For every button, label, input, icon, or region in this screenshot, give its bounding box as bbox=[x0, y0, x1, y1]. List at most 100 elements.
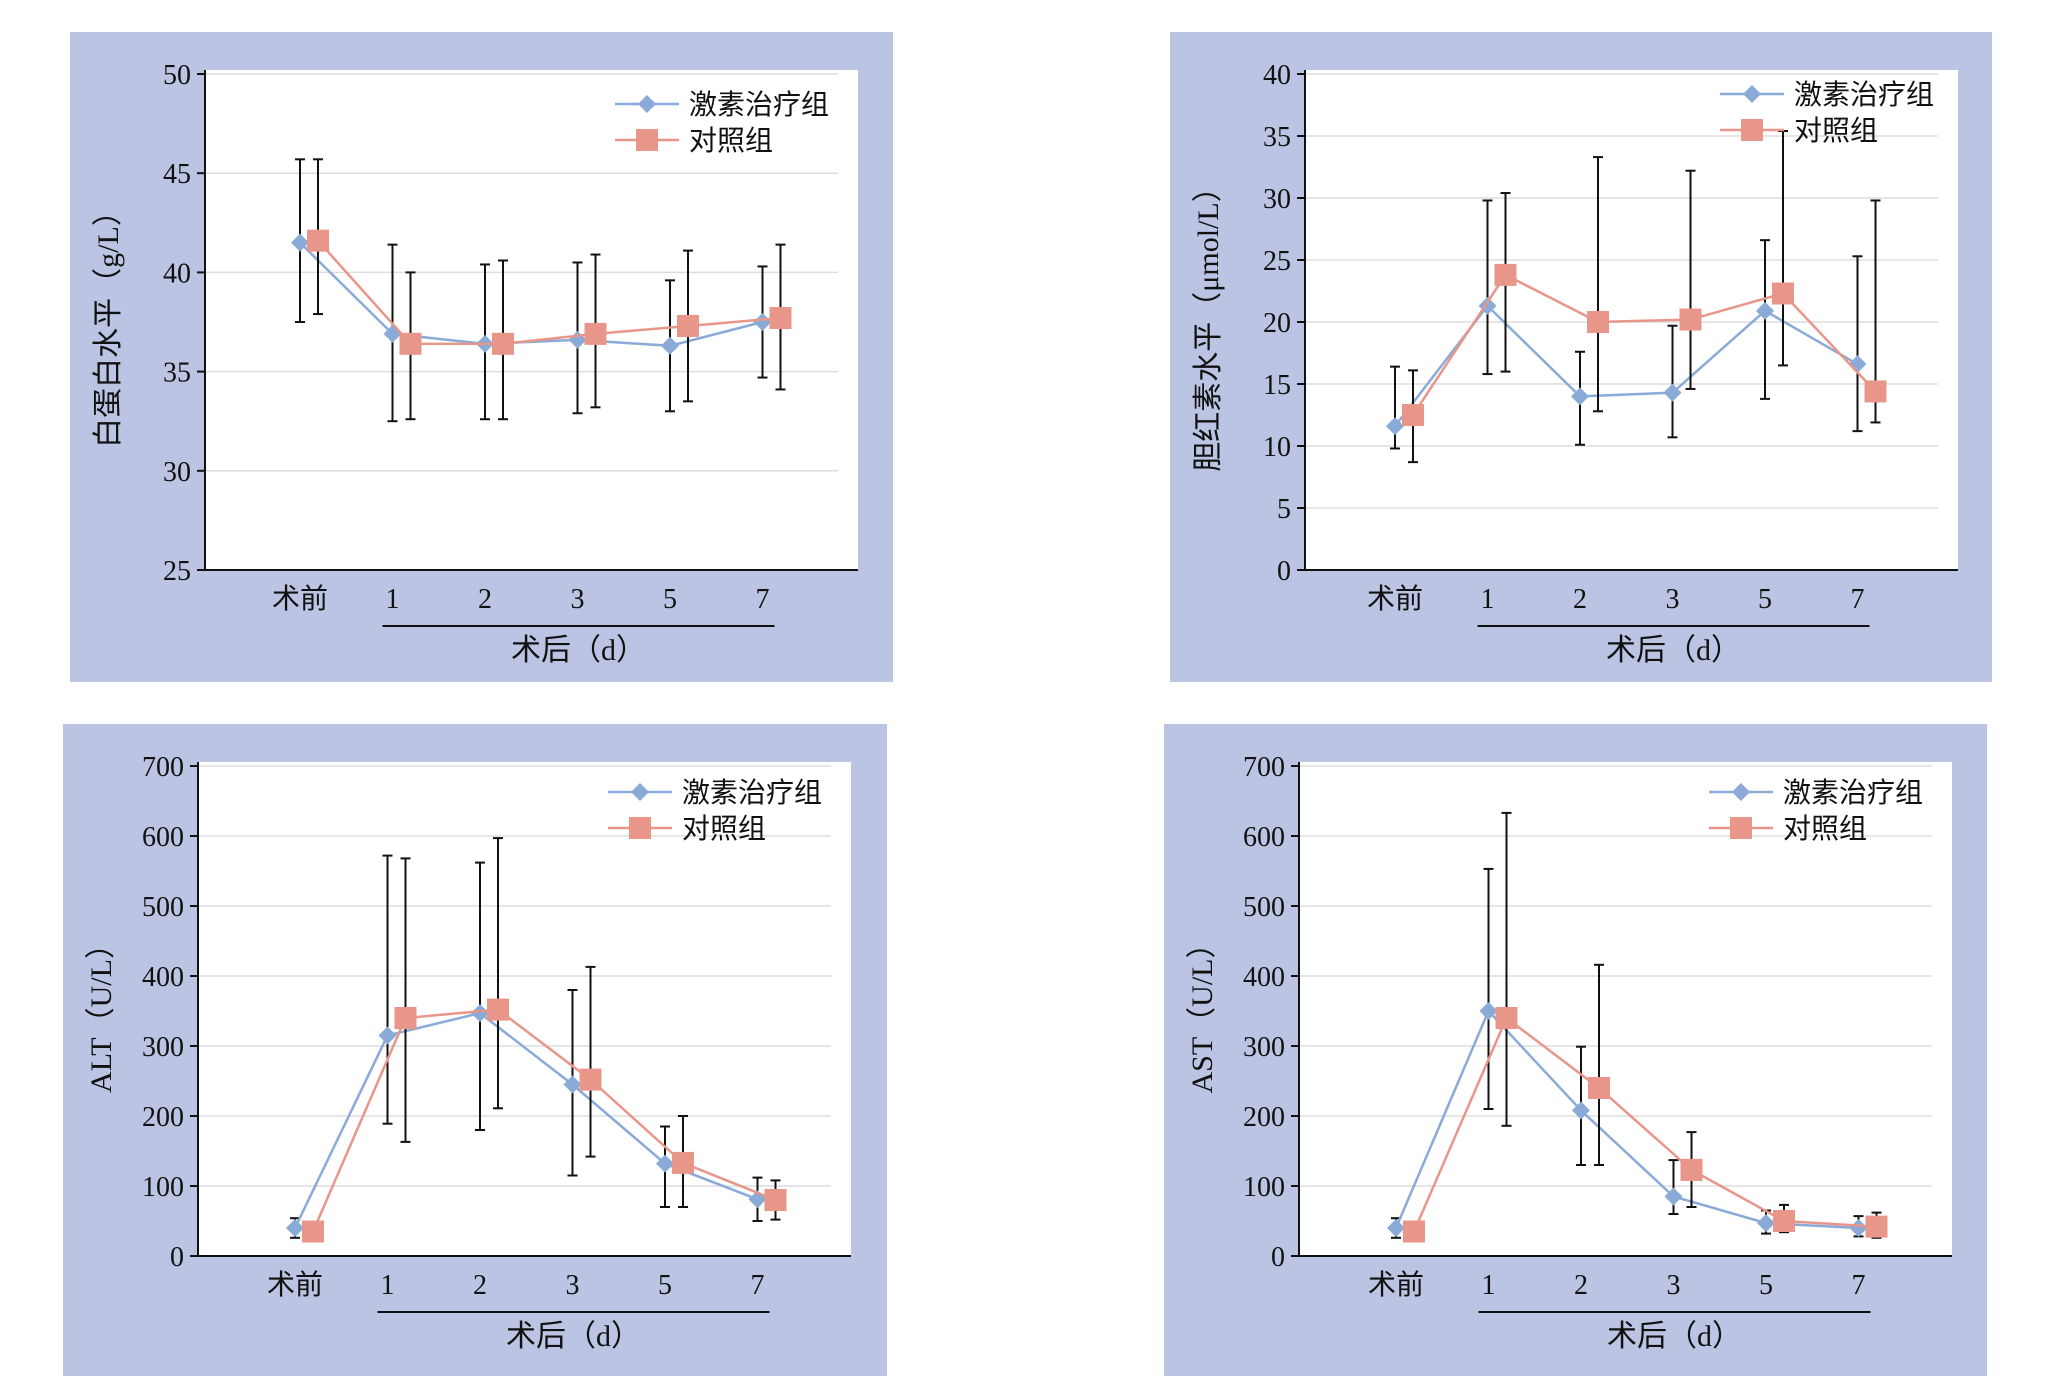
alt-treatment-point bbox=[471, 1004, 489, 1023]
bilirubin-x-tick-label: 5 bbox=[1758, 584, 1772, 615]
bilirubin-y-tick-label: 25 bbox=[1263, 246, 1291, 277]
ast-control-point bbox=[1495, 1007, 1518, 1029]
albumin-chart-panel: 25 30 35 40 45 50 术前 1 2 3 5 7 术后（d） 白蛋白水平（g/L） 激素治疗组对… bbox=[70, 32, 893, 682]
ast-x-tick-label: 2 bbox=[1574, 1270, 1588, 1301]
bilirubin-y-tick-label: 30 bbox=[1263, 184, 1291, 215]
alt-chart: 0 100 200 300 400 500 600 700 术前 1 2 3 5 7 术后（d） ALT（U/… bbox=[85, 752, 851, 1353]
alt-treatment-point bbox=[378, 1026, 397, 1045]
alt-y-axis-label: ALT（U/L） bbox=[85, 929, 118, 1093]
bilirubin-series-line-control bbox=[1411, 273, 1877, 416]
bilirubin-x-tick-label: 术前 bbox=[1367, 583, 1423, 615]
albumin-control-point bbox=[677, 314, 699, 337]
ast-y-tick-label: 600 bbox=[1243, 822, 1285, 853]
bilirubin-legend-marker-control bbox=[1741, 119, 1763, 141]
albumin-x-tick-label: 术前 bbox=[272, 583, 328, 615]
bilirubin-y-tick-label: 15 bbox=[1263, 370, 1291, 401]
alt-legend-marker-control bbox=[629, 817, 651, 839]
ast-x-tick-label: 3 bbox=[1667, 1270, 1681, 1301]
ast-x-tick-label: 术前 bbox=[1368, 1269, 1424, 1301]
alt-y-tick-label: 500 bbox=[142, 892, 184, 923]
albumin-y-tick-label: 25 bbox=[163, 556, 191, 587]
ast-legend-label: 对照组 bbox=[1783, 813, 1867, 845]
albumin-treatment-point bbox=[753, 313, 772, 331]
alt-legend-label: 对照组 bbox=[682, 813, 766, 845]
bilirubin-y-tick-label: 0 bbox=[1277, 556, 1291, 587]
alt-legend-marker-treatment bbox=[631, 783, 649, 801]
bilirubin-x-group-label: 术后（d） bbox=[1606, 634, 1741, 667]
albumin-x-group-label: 术后（d） bbox=[511, 634, 646, 667]
bilirubin-treatment-point bbox=[1386, 417, 1404, 436]
bilirubin-x-tick-label: 3 bbox=[1666, 584, 1680, 615]
ast-y-axis-label: AST（U/L） bbox=[1186, 929, 1219, 1094]
albumin-legend-label: 激素治疗组 bbox=[689, 89, 829, 121]
ast-y-tick-label: 200 bbox=[1243, 1102, 1285, 1133]
alt-y-tick-label: 300 bbox=[142, 1032, 184, 1063]
ast-plot-area bbox=[1299, 762, 1952, 1256]
alt-chart-panel: 0 100 200 300 400 500 600 700 术前 1 2 3 5 7 术后（d） ALT（U/… bbox=[63, 724, 887, 1376]
albumin-x-tick-label: 1 bbox=[386, 584, 400, 615]
albumin-x-tick-label: 7 bbox=[756, 584, 770, 615]
alt-control-point bbox=[764, 1189, 787, 1211]
alt-treatment-point bbox=[656, 1154, 674, 1173]
albumin-y-tick-label: 40 bbox=[163, 258, 191, 289]
albumin-legend-label: 对照组 bbox=[689, 125, 773, 157]
alt-x-tick-label: 7 bbox=[751, 1270, 765, 1301]
ast-treatment-point bbox=[1572, 1101, 1590, 1120]
ast-control-point bbox=[1865, 1215, 1888, 1238]
alt-x-tick-label: 术前 bbox=[267, 1269, 323, 1301]
alt-x-tick-label: 5 bbox=[658, 1270, 672, 1301]
ast-y-tick-label: 500 bbox=[1243, 892, 1285, 923]
albumin-x-tick-label: 2 bbox=[478, 584, 492, 615]
ast-legend-label: 激素治疗组 bbox=[1783, 777, 1923, 809]
alt-treatment-point bbox=[286, 1219, 304, 1237]
albumin-control-point bbox=[399, 332, 422, 355]
bilirubin-control-point bbox=[1679, 308, 1702, 331]
alt-x-group-label: 术后（d） bbox=[506, 1320, 641, 1353]
bilirubin-control-point bbox=[1402, 404, 1424, 426]
alt-y-tick-label: 600 bbox=[142, 822, 184, 853]
ast-y-tick-label: 100 bbox=[1243, 1172, 1285, 1203]
albumin-y-axis-label: 白蛋白水平（g/L） bbox=[92, 196, 125, 448]
albumin-control-point bbox=[769, 307, 792, 330]
albumin-y-tick-label: 35 bbox=[163, 358, 191, 389]
ast-y-tick-label: 300 bbox=[1243, 1032, 1285, 1063]
bilirubin-x-tick-label: 2 bbox=[1573, 584, 1587, 615]
ast-control-point bbox=[1773, 1210, 1795, 1232]
albumin-control-point bbox=[307, 229, 329, 252]
ast-treatment-point bbox=[1479, 1002, 1498, 1020]
bilirubin-x-tick-label: 1 bbox=[1481, 584, 1495, 615]
alt-control-point bbox=[579, 1068, 602, 1091]
bilirubin-treatment-point bbox=[1571, 387, 1589, 406]
alt-control-point bbox=[487, 998, 509, 1021]
ast-treatment-point bbox=[1664, 1187, 1683, 1206]
bilirubin-y-tick-label: 40 bbox=[1263, 60, 1291, 91]
bilirubin-control-point bbox=[1772, 282, 1794, 305]
alt-y-tick-label: 200 bbox=[142, 1102, 184, 1133]
bilirubin-chart-panel: 0 5 10 15 20 25 30 35 40 术前 1 2 3 5 7 术后（d） 胆红素水平（μmol/L… bbox=[1170, 32, 1992, 682]
albumin-series-line-control bbox=[317, 239, 781, 346]
ast-x-tick-label: 5 bbox=[1759, 1270, 1773, 1301]
ast-chart: 0 100 200 300 400 500 600 700 术前 1 2 3 5 7 术后（d） AST（U/… bbox=[1186, 752, 1952, 1353]
bilirubin-treatment-point bbox=[1756, 301, 1774, 320]
albumin-treatment-point bbox=[291, 233, 309, 252]
albumin-legend-marker-control bbox=[636, 129, 658, 151]
alt-legend-label: 激素治疗组 bbox=[682, 777, 822, 809]
bilirubin-legend-label: 激素治疗组 bbox=[1794, 79, 1934, 111]
albumin-control-point bbox=[584, 322, 607, 345]
alt-series-line-control bbox=[311, 1008, 776, 1232]
bilirubin-control-point bbox=[1587, 311, 1609, 333]
albumin-x-tick-label: 3 bbox=[571, 584, 585, 615]
bilirubin-y-tick-label: 5 bbox=[1277, 494, 1291, 525]
ast-control-point bbox=[1403, 1220, 1425, 1243]
alt-control-point bbox=[394, 1007, 417, 1029]
bilirubin-y-tick-label: 10 bbox=[1263, 432, 1291, 463]
alt-x-tick-label: 2 bbox=[473, 1270, 487, 1301]
bilirubin-y-tick-label: 35 bbox=[1263, 122, 1291, 153]
ast-y-tick-label: 0 bbox=[1271, 1242, 1285, 1273]
alt-control-point bbox=[672, 1151, 694, 1174]
albumin-y-tick-label: 30 bbox=[163, 457, 191, 488]
alt-y-tick-label: 100 bbox=[142, 1172, 184, 1203]
ast-x-tick-label: 7 bbox=[1852, 1270, 1866, 1301]
alt-y-tick-label: 700 bbox=[142, 752, 184, 783]
